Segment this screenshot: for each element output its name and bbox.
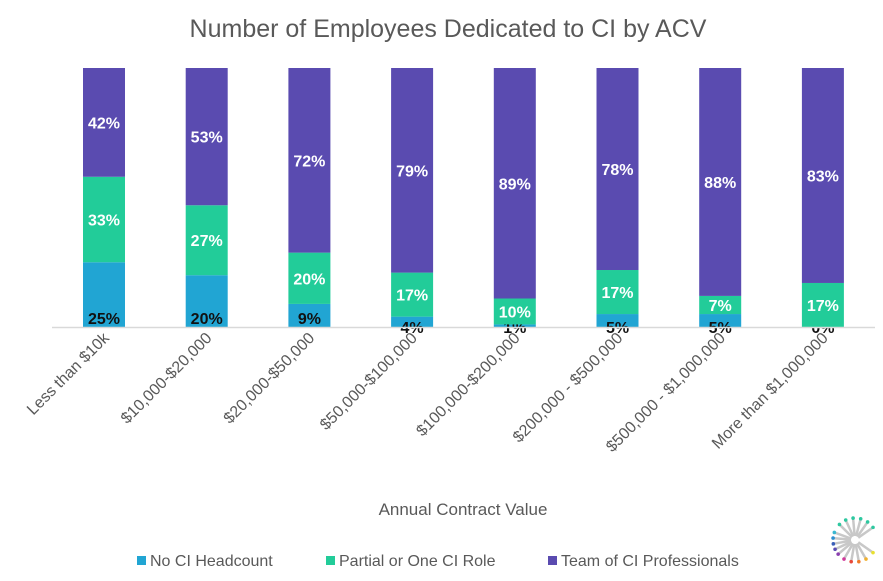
x-tick-label: $10,000-$20,000 — [118, 330, 216, 428]
chart-title: Number of Employees Dedicated to CI by A… — [190, 15, 707, 43]
x-axis-title: Annual Contract Value — [379, 500, 548, 519]
x-tick-label: $200,000 - $500,000 — [510, 330, 627, 447]
bar-segment — [391, 272, 434, 317]
data-label: 4% — [401, 320, 424, 337]
bar-segment — [288, 68, 331, 253]
legend-item: Team of CI Professionals — [561, 553, 739, 570]
bar-segment — [699, 68, 742, 296]
bar-segment — [391, 68, 434, 273]
data-label: 20% — [191, 311, 223, 328]
legend: No CI Headcount Partial or One CI Role Tea… — [137, 553, 739, 570]
legend-item: No CI Headcount — [150, 553, 273, 570]
bars: 25%33%42%20%27%53%9%20%72%4%17%79%1%10%8… — [83, 68, 844, 337]
data-label: 89% — [499, 176, 531, 193]
bar-segment — [83, 176, 125, 263]
bar-segment — [596, 314, 639, 327]
bar-segment — [185, 205, 228, 276]
legend-swatch — [326, 556, 335, 565]
legend-item: Partial or One CI Role — [339, 553, 496, 570]
legend-swatch — [548, 556, 557, 565]
bar-segment — [493, 324, 536, 327]
data-label: 53% — [191, 130, 223, 147]
data-label: 17% — [601, 285, 633, 302]
x-tick-label: $100,000-$200,000 — [413, 330, 523, 440]
bar-segment — [596, 270, 639, 315]
bar-segment — [699, 314, 742, 327]
bar-segment — [699, 295, 742, 315]
data-label: 42% — [88, 115, 120, 132]
x-tick-label: $50,000-$100,000 — [317, 330, 421, 434]
data-label: 79% — [396, 163, 428, 180]
data-label: 33% — [88, 213, 120, 230]
x-tick-label: More than $1,000,000 — [709, 330, 832, 453]
bar-segment — [83, 262, 125, 327]
bar-segment — [185, 68, 228, 206]
data-label: 17% — [396, 288, 428, 305]
data-label: 83% — [807, 168, 839, 185]
data-label: 9% — [298, 311, 321, 328]
data-label: 27% — [191, 233, 223, 250]
bar-segment — [288, 252, 331, 304]
data-label: 10% — [499, 304, 531, 321]
bar-segment — [185, 275, 228, 327]
data-label: 17% — [807, 298, 839, 315]
x-tick-label: $500,000 - $1,000,000 — [603, 330, 729, 456]
x-tick-labels: Less than $10k $10,000-$20,000 $20,000-$50… — [24, 329, 832, 456]
logo-icon — [831, 516, 875, 564]
data-label: 25% — [88, 311, 120, 328]
x-tick-label: $20,000-$50,000 — [221, 330, 319, 428]
bar-segment — [391, 316, 434, 327]
bar-segment — [801, 282, 844, 327]
data-label: 5% — [606, 320, 629, 337]
x-tick-label: Less than $10k — [24, 329, 113, 418]
data-label: 72% — [293, 153, 325, 170]
bar-segment — [83, 68, 125, 177]
data-label: 20% — [293, 271, 325, 288]
data-label: 78% — [601, 162, 633, 179]
data-label: 5% — [709, 320, 732, 337]
bar-segment — [288, 303, 331, 327]
data-label: 88% — [704, 175, 736, 192]
bar-segment — [493, 68, 536, 299]
bar-segment — [493, 298, 536, 325]
bar-segment — [801, 68, 844, 283]
bar-segment — [596, 68, 639, 271]
data-label: 7% — [709, 298, 732, 315]
legend-swatch — [137, 556, 146, 565]
